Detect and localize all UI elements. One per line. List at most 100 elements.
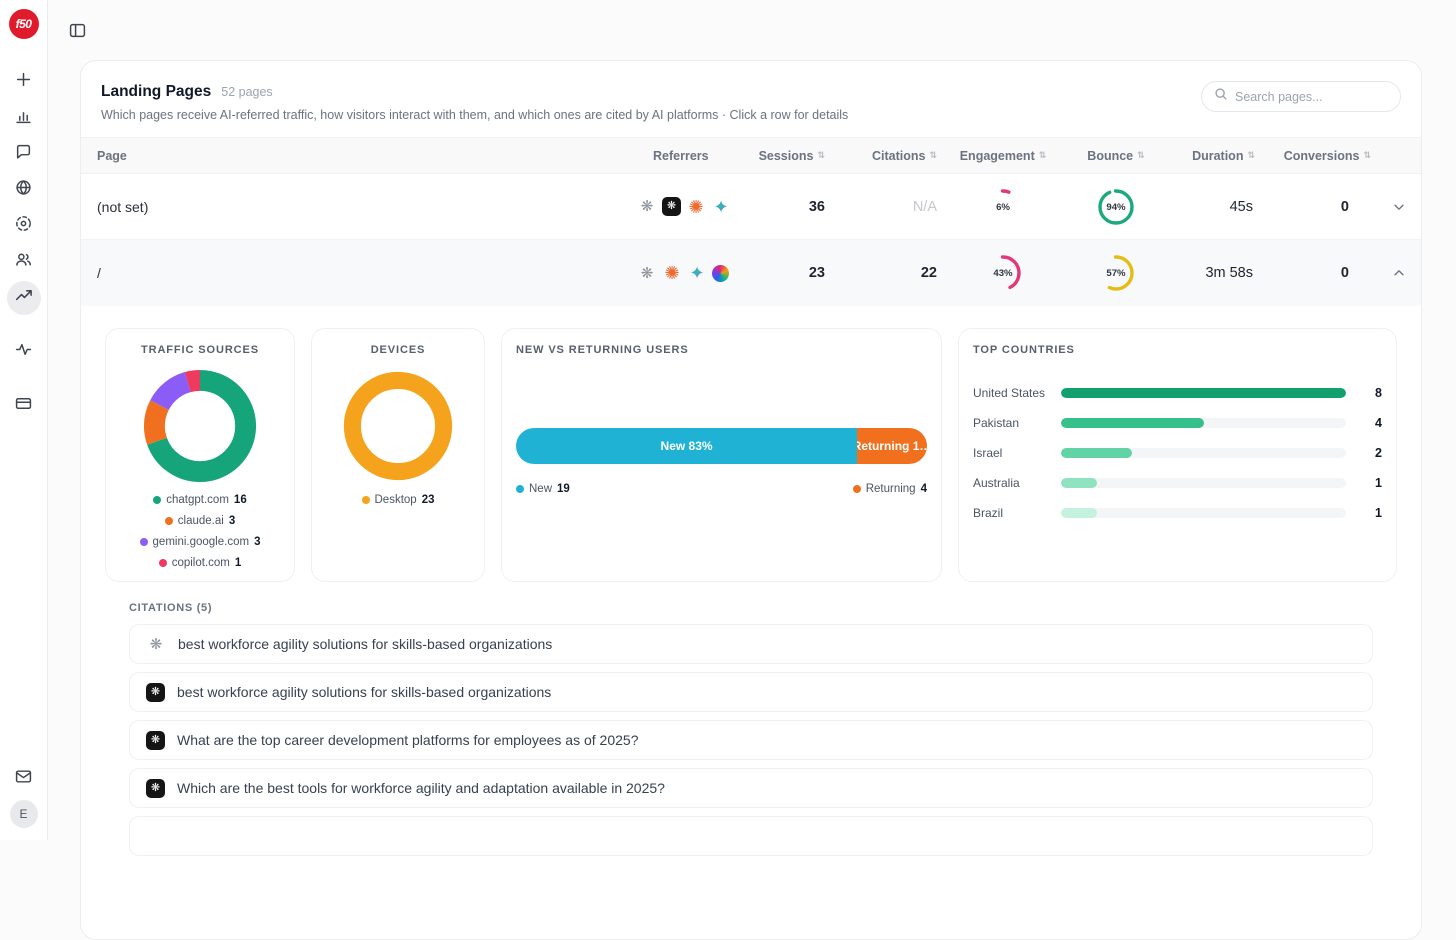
col-sessions[interactable]: Sessions⇅ xyxy=(753,149,829,163)
bar-segment-new: New 83% xyxy=(516,428,857,464)
sort-icon: ⇅ xyxy=(1363,151,1371,160)
page-cell: / xyxy=(81,265,637,281)
citation-row[interactable]: What are the top career development plat… xyxy=(129,720,1373,760)
avatar[interactable]: E xyxy=(10,800,38,828)
claude-icon xyxy=(686,197,706,217)
citations-cell: N/A xyxy=(829,199,941,215)
col-duration[interactable]: Duration⇅ xyxy=(1167,149,1259,163)
referrers-cell xyxy=(637,263,753,283)
sidebar-item-web[interactable] xyxy=(7,173,41,207)
chatgpt-icon xyxy=(146,634,166,654)
sidebar-item-tracking[interactable] xyxy=(7,209,41,243)
traffic-sources-title: TRAFFIC SOURCES xyxy=(120,344,280,356)
bounce-gauge: 94% xyxy=(1097,188,1135,226)
search-icon xyxy=(1214,87,1228,106)
chatgpt-app-icon xyxy=(146,683,165,702)
col-conversions[interactable]: Conversions⇅ xyxy=(1259,149,1375,163)
traffic-sources-donut xyxy=(143,369,257,483)
svg-text:43%: 43% xyxy=(993,268,1013,279)
sidebar-item-new[interactable] xyxy=(7,65,41,99)
col-page: Page xyxy=(81,149,637,163)
new-vs-returning-card: NEW VS RETURNING USERS New 83%Returning … xyxy=(501,328,942,582)
devices-donut xyxy=(341,369,455,483)
claude-icon xyxy=(662,263,682,283)
chatgpt-icon xyxy=(637,263,657,283)
bar-chart-icon xyxy=(15,107,32,129)
col-bounce[interactable]: Bounce⇅ xyxy=(1065,149,1167,163)
copilot-icon xyxy=(712,265,729,282)
citation-text: Which are the best tools for workforce a… xyxy=(177,780,665,796)
top-countries-title: TOP COUNTRIES xyxy=(973,344,1382,356)
sidebar-item-activity[interactable] xyxy=(7,335,41,369)
credit-card-icon xyxy=(15,395,32,417)
sort-icon: ⇅ xyxy=(1137,151,1145,160)
sort-icon: ⇅ xyxy=(1039,151,1047,160)
engagement-gauge: 6% xyxy=(984,188,1022,226)
devices-title: DEVICES xyxy=(326,344,470,356)
col-referrers: Referrers xyxy=(637,149,753,163)
sidebar-item-trends[interactable] xyxy=(7,281,41,315)
table-row[interactable]: (not set) 36 N/A 6% 94% 45s 0 xyxy=(81,174,1421,240)
sort-icon: ⇅ xyxy=(817,151,825,160)
activity-icon xyxy=(15,341,32,363)
sidebar-toggle-icon[interactable] xyxy=(64,17,90,43)
duration-cell: 45s xyxy=(1167,199,1259,215)
citation-text: best workforce agility solutions for ski… xyxy=(177,684,551,700)
search-box[interactable] xyxy=(1201,81,1401,112)
sidebar-item-users[interactable] xyxy=(7,245,41,279)
sidebar: f50 E xyxy=(0,0,48,840)
table-row[interactable]: / 23 22 43% 57% 3m 58s 0 xyxy=(81,240,1421,306)
gemini-icon xyxy=(711,197,731,217)
chat-icon xyxy=(15,143,32,165)
col-citations[interactable]: Citations⇅ xyxy=(829,149,941,163)
citations-title: CITATIONS (5) xyxy=(129,602,1373,614)
scan-eye-icon xyxy=(15,215,32,237)
brand-logo[interactable]: f50 xyxy=(9,9,39,39)
chevron-down-icon[interactable] xyxy=(1375,200,1422,214)
users-icon xyxy=(15,251,32,273)
citation-row[interactable]: best workforce agility solutions for ski… xyxy=(129,672,1373,712)
svg-text:94%: 94% xyxy=(1106,202,1126,213)
sidebar-item-chat[interactable] xyxy=(7,137,41,171)
new-vs-returning-bar: New 83%Returning 1… xyxy=(516,428,927,464)
chatgpt-app-icon xyxy=(662,197,681,216)
sessions-cell: 36 xyxy=(753,199,829,215)
conversions-cell: 0 xyxy=(1259,265,1375,281)
page-cell: (not set) xyxy=(81,199,637,215)
col-engagement[interactable]: Engagement⇅ xyxy=(941,149,1065,163)
plus-icon xyxy=(15,71,32,93)
svg-text:57%: 57% xyxy=(1106,268,1126,279)
sidebar-item-analytics[interactable] xyxy=(7,101,41,135)
sidebar-item-billing[interactable] xyxy=(7,389,41,423)
search-input[interactable] xyxy=(1235,90,1388,104)
duration-cell: 3m 58s xyxy=(1167,265,1259,281)
bounce-gauge: 57% xyxy=(1097,254,1135,292)
citation-text: best workforce agility solutions for ski… xyxy=(178,636,552,652)
page-count: 52 pages xyxy=(221,85,272,99)
engagement-gauge: 43% xyxy=(984,254,1022,292)
conversions-cell: 0 xyxy=(1259,199,1375,215)
citation-row-partial[interactable] xyxy=(129,816,1373,856)
citations-cell: 22 xyxy=(829,265,941,281)
chevron-up-icon[interactable] xyxy=(1375,266,1422,280)
bar-segment-returning: Returning 1… xyxy=(857,428,927,464)
table-header: Page Referrers Sessions⇅ Citations⇅ Enga… xyxy=(81,137,1421,174)
sort-icon: ⇅ xyxy=(929,151,937,160)
citation-row[interactable]: best workforce agility solutions for ski… xyxy=(129,624,1373,664)
mail-icon[interactable] xyxy=(15,768,32,790)
citation-row[interactable]: Which are the best tools for workforce a… xyxy=(129,768,1373,808)
page-subtitle: Which pages receive AI-referred traffic,… xyxy=(101,108,1401,122)
svg-text:6%: 6% xyxy=(996,202,1010,213)
